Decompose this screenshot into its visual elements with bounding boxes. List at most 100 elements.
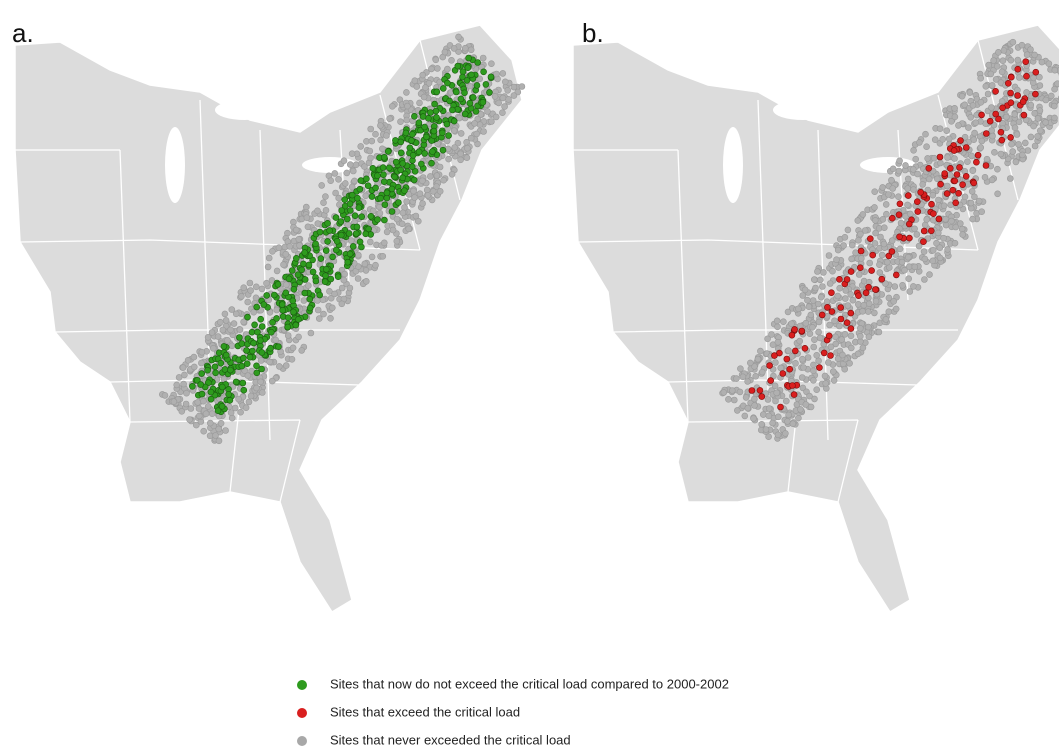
site-dot: [927, 227, 935, 235]
site-dot: [1042, 96, 1050, 104]
site-dot: [797, 406, 804, 413]
site-dot: [173, 381, 180, 389]
site-dot: [194, 399, 201, 406]
site-dot: [351, 212, 359, 219]
site-dot: [911, 225, 918, 233]
site-dot: [969, 102, 977, 109]
site-dot: [1015, 141, 1022, 148]
site-dot: [252, 283, 260, 291]
site-dot: [920, 227, 928, 235]
site-dot: [258, 365, 265, 373]
site-dot: [266, 358, 273, 366]
site-dot: [269, 318, 276, 326]
site-dot: [965, 124, 972, 131]
site-dot: [362, 192, 370, 200]
site-dot: [282, 362, 290, 369]
site-dot: [386, 115, 393, 122]
panel-label: b.: [582, 18, 604, 48]
site-dot: [951, 155, 958, 162]
site-dot: [777, 403, 784, 411]
site-dot: [269, 248, 276, 255]
site-dot: [742, 394, 750, 401]
site-dot: [464, 64, 472, 71]
site-dot: [970, 179, 978, 187]
site-dot: [488, 60, 495, 68]
site-dot: [355, 204, 363, 211]
legend-marker: [297, 708, 307, 718]
site-dot: [758, 420, 766, 428]
site-dot: [238, 362, 246, 370]
site-dot: [439, 129, 446, 137]
site-dot: [207, 388, 215, 396]
site-dot: [1051, 102, 1058, 110]
site-dot: [314, 207, 321, 215]
site-dot: [505, 96, 512, 103]
site-dot: [1004, 80, 1012, 87]
site-dot: [253, 362, 260, 370]
site-dot: [296, 242, 303, 249]
site-dot: [380, 171, 387, 178]
site-dot: [848, 241, 856, 249]
site-dot: [810, 343, 818, 351]
site-dot: [217, 318, 224, 326]
site-dot: [943, 190, 951, 197]
site-dot: [984, 90, 992, 98]
site-dot: [929, 257, 937, 265]
site-dot: [298, 347, 306, 354]
site-dot: [1027, 46, 1034, 53]
site-dot: [403, 89, 410, 96]
site-dot: [961, 101, 969, 109]
site-dot: [263, 292, 271, 299]
site-dot: [931, 136, 939, 143]
site-dot: [469, 94, 477, 101]
site-dot: [405, 191, 413, 198]
site-dot: [243, 360, 251, 368]
site-dot: [815, 328, 822, 336]
site-dot: [988, 127, 996, 134]
site-dot: [457, 156, 464, 164]
site-dot: [992, 76, 1000, 83]
site-dot: [766, 362, 773, 369]
site-dot: [189, 382, 196, 390]
site-dot: [347, 237, 355, 244]
site-dot: [256, 337, 264, 344]
site-dot: [969, 167, 977, 174]
site-dot: [774, 323, 781, 331]
site-dot: [444, 79, 451, 87]
site-dot: [175, 374, 183, 381]
site-dot: [467, 134, 475, 142]
site-dot: [457, 130, 465, 137]
site-dot: [239, 379, 247, 387]
site-dot: [186, 416, 193, 423]
site-dot: [855, 236, 862, 244]
site-dot: [895, 193, 902, 200]
site-dot: [842, 287, 850, 294]
site-dot: [466, 99, 474, 107]
site-dot: [388, 185, 396, 193]
site-dot: [467, 46, 475, 54]
site-dot: [854, 217, 862, 224]
site-dot: [816, 276, 824, 284]
site-dot: [288, 267, 296, 274]
site-dot: [956, 164, 963, 171]
site-dot: [767, 377, 775, 384]
site-dot: [374, 216, 381, 223]
site-dot: [871, 188, 879, 195]
site-dot: [914, 170, 921, 178]
site-dot: [872, 286, 879, 293]
site-dot: [878, 275, 886, 283]
site-dot: [411, 168, 419, 175]
site-dot: [917, 189, 925, 196]
legend-entry: Sites that now do not exceed the critica…: [330, 676, 729, 691]
site-dot: [930, 154, 938, 162]
site-dot: [929, 216, 937, 224]
site-dot: [733, 407, 741, 414]
site-dot: [263, 279, 270, 287]
site-dot: [739, 373, 747, 381]
legend-entry: Sites that exceed the critical load: [330, 704, 520, 719]
site-dot: [837, 304, 845, 311]
site-dot: [161, 392, 169, 399]
site-dot: [236, 334, 243, 341]
site-dot: [379, 252, 387, 260]
site-dot: [905, 275, 913, 283]
